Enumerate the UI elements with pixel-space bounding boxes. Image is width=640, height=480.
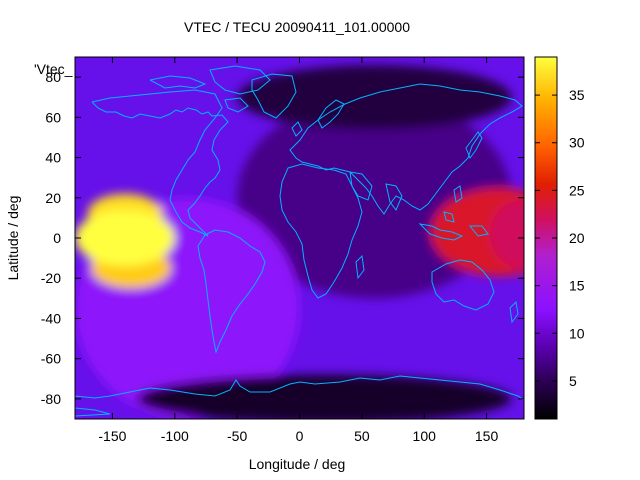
coast-eurasia [289,83,523,215]
coast-scandinavia [317,99,345,129]
coast-australia [431,259,495,311]
y-tick-label: -60 [41,351,61,367]
y-axis-ticks: -80 -60 -40 -20 0 20 40 60 80 [41,69,524,407]
colorbar-tick-label: 10 [569,325,585,341]
heatmap-blobs [75,65,524,419]
chart-title: VTEC / TECU 20090411_101.00000 [184,19,410,35]
coast-new-zealand [509,300,519,324]
x-tick-label: -100 [161,428,189,444]
heat-blob-equatorial-crest-pacific [75,209,175,267]
colorbar-tick-label: 5 [569,373,577,389]
coast-arctic-islands [149,65,271,113]
colorbar-ticks: 5 10 15 20 25 30 35 [535,87,585,389]
corner-label: 'Vtec_ [34,61,73,77]
x-tick-label: 0 [296,428,304,444]
coast-north-america [91,89,229,237]
heat-blob-polar-north-minimum [237,65,512,130]
coast-philippines [453,185,463,203]
y-tick-label: 80 [45,69,61,85]
x-tick-label: 50 [354,428,370,444]
x-tick-label: -50 [227,428,247,444]
x-axis-label: Longitude / deg [249,456,346,472]
coastlines [75,65,524,417]
x-axis-ticks: -150 -100 -50 0 50 100 150 [98,57,498,444]
x-tick-label: 150 [475,428,499,444]
heat-blob-polar-south-minimum [137,374,512,419]
coast-africa [279,163,363,299]
coast-japan [465,131,483,160]
coast-indonesia [418,211,489,241]
y-tick-label: -40 [41,310,61,326]
x-tick-label: 100 [413,428,437,444]
colorbar-tick-label: 15 [569,278,585,294]
y-tick-label: 40 [45,150,61,166]
colorbar-gradient [535,57,557,419]
colorbar-tick-label: 30 [569,135,585,151]
heatmap-field [75,57,524,419]
coast-india [385,183,403,211]
y-tick-label: 60 [45,109,61,125]
y-tick-label: 20 [45,190,61,206]
colorbar-tick-label: 35 [569,87,585,103]
heat-blob-anomaly-west-pacific-edge [489,199,524,268]
x-tick-label: -150 [98,428,126,444]
y-tick-label: 0 [53,230,61,246]
y-tick-label: -20 [41,270,61,286]
colorbar-tick-label: 20 [569,230,585,246]
y-axis-label: Latitude / deg [5,196,21,281]
y-tick-label: -80 [41,391,61,407]
coast-arabia [349,171,373,201]
coast-greenland [251,73,297,119]
coast-uk [291,121,303,137]
coast-madagascar [355,254,365,280]
coast-antarctica [75,375,524,417]
colorbar-tick-label: 25 [569,182,585,198]
coast-south-america [197,229,266,354]
